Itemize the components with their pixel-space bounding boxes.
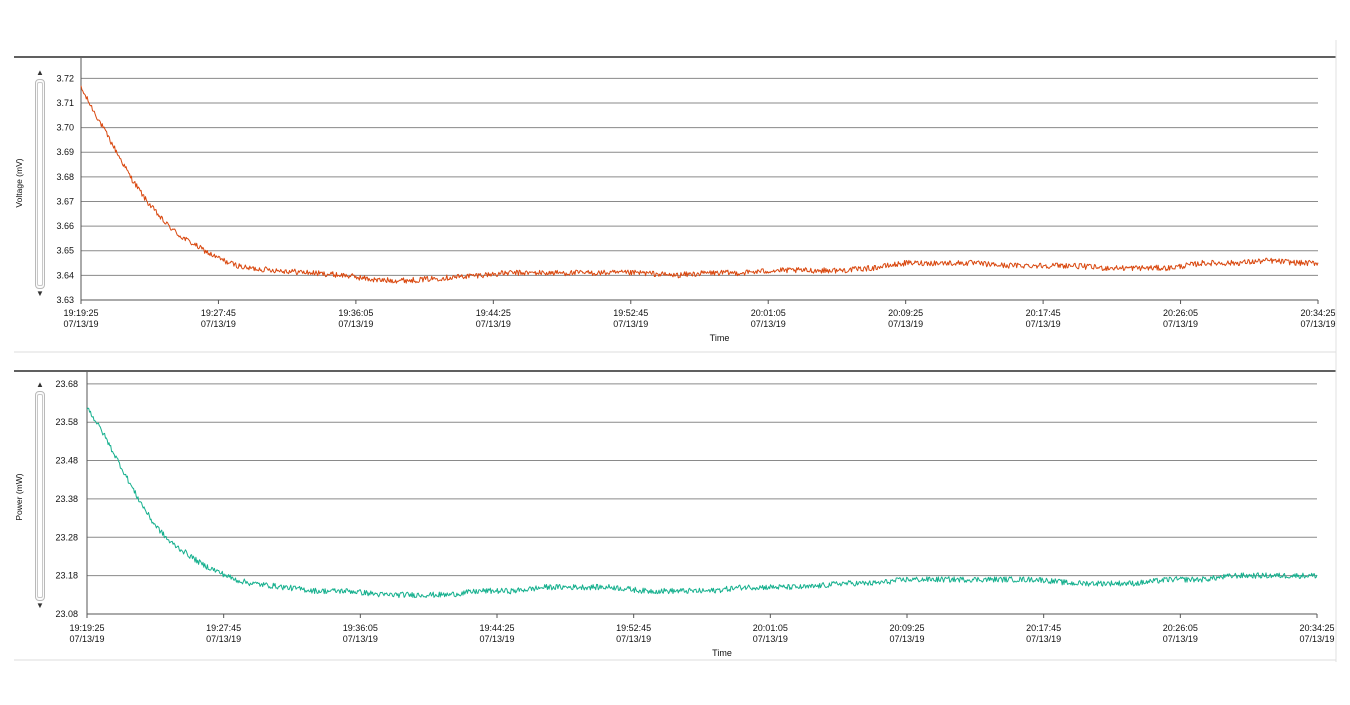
x-tick-time-label: 20:26:05	[1163, 623, 1198, 633]
y-tick-label: 3.65	[56, 246, 74, 256]
x-tick-time-label: 19:44:25	[476, 308, 511, 318]
voltage-zoom-scrollbar[interactable]: ▲ ▼	[34, 68, 46, 300]
x-tick-date-label: 07/13/19	[1299, 634, 1334, 644]
y-tick-label: 3.68	[56, 172, 74, 182]
x-tick-date-label: 07/13/19	[889, 634, 924, 644]
y-axis-label: Voltage (mV)	[14, 158, 24, 207]
x-tick-time-label: 19:27:45	[206, 623, 241, 633]
x-tick-time-label: 20:26:05	[1163, 308, 1198, 318]
x-tick-time-label: 20:01:05	[753, 623, 788, 633]
x-tick-time-label: 20:34:25	[1300, 308, 1335, 318]
x-tick-date-label: 07/13/19	[338, 319, 373, 329]
y-tick-label: 3.72	[56, 73, 74, 83]
y-tick-label: 23.28	[55, 532, 78, 542]
y-tick-label: 23.68	[55, 379, 78, 389]
x-tick-time-label: 19:52:45	[616, 623, 651, 633]
y-tick-label: 3.67	[56, 196, 74, 206]
x-axis-label: Time	[712, 648, 732, 658]
x-tick-date-label: 07/13/19	[888, 319, 923, 329]
scroll-up-arrow-icon[interactable]: ▲	[36, 68, 44, 77]
series-line	[86, 407, 1318, 599]
y-tick-label: 3.63	[56, 295, 74, 305]
scroll-down-arrow-icon[interactable]: ▼	[36, 289, 44, 298]
power-zoom-scrollbar[interactable]: ▲ ▼	[34, 380, 46, 612]
y-tick-label: 23.58	[55, 417, 78, 427]
x-tick-time-label: 19:52:45	[613, 308, 648, 318]
x-tick-time-label: 19:19:25	[63, 308, 98, 318]
y-axis-label: Power (mW)	[14, 473, 24, 520]
y-tick-label: 23.18	[55, 571, 78, 581]
y-tick-label: 3.71	[56, 98, 74, 108]
y-tick-label: 23.08	[55, 609, 78, 619]
x-tick-date-label: 07/13/19	[343, 634, 378, 644]
x-tick-date-label: 07/13/19	[613, 319, 648, 329]
x-tick-date-label: 07/13/19	[751, 319, 786, 329]
x-tick-date-label: 07/13/19	[616, 634, 651, 644]
scroll-down-arrow-icon[interactable]: ▼	[36, 601, 44, 610]
x-tick-time-label: 20:01:05	[751, 308, 786, 318]
x-tick-date-label: 07/13/19	[1163, 634, 1198, 644]
x-tick-date-label: 07/13/19	[1163, 319, 1198, 329]
x-tick-time-label: 20:09:25	[889, 623, 924, 633]
x-tick-time-label: 19:36:05	[338, 308, 373, 318]
y-tick-label: 3.66	[56, 221, 74, 231]
x-axis-label: Time	[710, 333, 730, 343]
x-tick-time-label: 20:17:45	[1026, 623, 1061, 633]
x-tick-time-label: 19:44:25	[479, 623, 514, 633]
x-tick-date-label: 07/13/19	[1300, 319, 1335, 329]
y-tick-label: 3.70	[56, 123, 74, 133]
x-tick-date-label: 07/13/19	[1026, 319, 1061, 329]
x-tick-time-label: 19:36:05	[343, 623, 378, 633]
x-tick-date-label: 07/13/19	[201, 319, 236, 329]
y-tick-label: 23.48	[55, 456, 78, 466]
x-tick-date-label: 07/13/19	[1026, 634, 1061, 644]
x-tick-date-label: 07/13/19	[69, 634, 104, 644]
x-tick-time-label: 19:27:45	[201, 308, 236, 318]
x-tick-time-label: 20:17:45	[1026, 308, 1061, 318]
x-tick-time-label: 20:09:25	[888, 308, 923, 318]
y-tick-label: 23.38	[55, 494, 78, 504]
y-tick-label: 3.64	[56, 270, 74, 280]
x-tick-date-label: 07/13/19	[753, 634, 788, 644]
x-tick-date-label: 07/13/19	[63, 319, 98, 329]
x-tick-date-label: 07/13/19	[476, 319, 511, 329]
chart-voltage: 3.63 3.64 3.65 3.66 3.67 3.68 3.69 3.70 3.71 3.72…	[14, 40, 1337, 662]
scroll-thumb[interactable]	[37, 394, 43, 598]
series-line	[80, 85, 1319, 284]
x-tick-time-label: 20:34:25	[1299, 623, 1334, 633]
x-tick-date-label: 07/13/19	[479, 634, 514, 644]
scroll-thumb[interactable]	[37, 82, 43, 286]
y-tick-label: 3.69	[56, 147, 74, 157]
x-tick-date-label: 07/13/19	[206, 634, 241, 644]
scroll-up-arrow-icon[interactable]: ▲	[36, 380, 44, 389]
x-tick-time-label: 19:19:25	[69, 623, 104, 633]
chart-power: 23.08 23.18 23.28 23.38 23.48 23.58 23.68 19:19…	[14, 40, 1337, 662]
